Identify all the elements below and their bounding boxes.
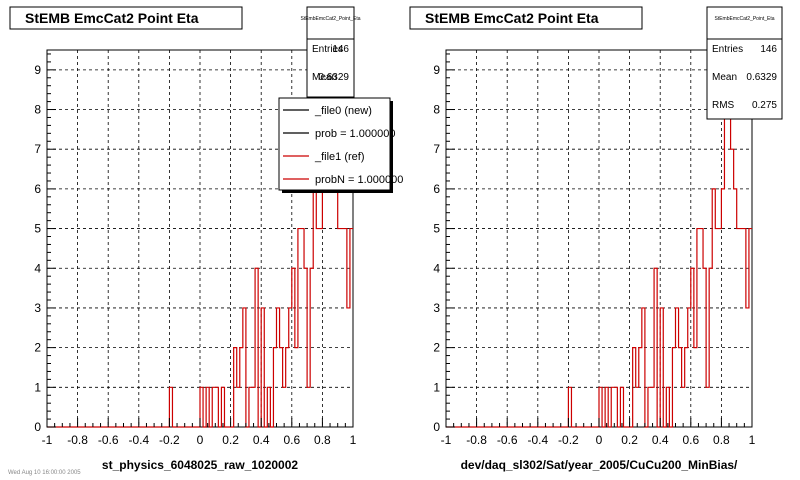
chart-panel-1: -1 -0.8 -0.6 -0.4 -0.2 0 0.2 0.4 0.6 0.8 1 0 1 2 3 4 5 6 7… bbox=[9, 6, 403, 472]
x-tick-label: -1 bbox=[42, 433, 53, 447]
y-tick-label: 6 bbox=[433, 182, 440, 196]
chart-title: StEMB EmcCat2 Point Eta bbox=[25, 10, 199, 26]
x-tick-label: 1 bbox=[749, 433, 756, 447]
stats-label: RMS bbox=[712, 100, 735, 111]
y-tick-label: 7 bbox=[34, 142, 41, 156]
x-tick-label: 0.2 bbox=[621, 433, 638, 447]
y-tick-label: 6 bbox=[34, 182, 41, 196]
stats-label: Mean bbox=[312, 72, 337, 83]
y-tick-label: 8 bbox=[34, 103, 41, 117]
y-tick-label: 2 bbox=[34, 341, 41, 355]
legend-label: _file1 (ref) bbox=[314, 151, 365, 163]
chart-panel-2: -1 -0.8 -0.6 -0.4 -0.2 0 0.2 0.4 0.6 0.8 1 0 1 2 3 4 5 6 7… bbox=[409, 6, 783, 472]
stats-value: 0.6329 bbox=[746, 72, 777, 83]
x-tick-label: -0.2 bbox=[159, 433, 180, 447]
x-tick-label: 0 bbox=[596, 433, 603, 447]
stats-box bbox=[306, 6, 355, 98]
x-axis-label: st_physics_6048025_raw_1020002 bbox=[102, 458, 298, 472]
y-tick-label: 0 bbox=[433, 420, 440, 434]
x-tick-label: 0.8 bbox=[314, 433, 331, 447]
y-tick-label: 2 bbox=[433, 341, 440, 355]
x-tick-label: -0.6 bbox=[98, 433, 119, 447]
x-axis-label: dev/daq_sl302/Sat/year_2005/CuCu200_MinB… bbox=[461, 458, 738, 472]
y-tick-label: 3 bbox=[433, 301, 440, 315]
x-tick-label: 0 bbox=[197, 433, 204, 447]
stats-box bbox=[706, 6, 783, 120]
x-tick-label: 0.4 bbox=[253, 433, 270, 447]
y-tick-label: 4 bbox=[34, 261, 41, 275]
stats-label: Entries bbox=[312, 44, 343, 55]
stats-value: 0.275 bbox=[752, 100, 777, 111]
legend-box bbox=[278, 97, 391, 191]
y-tick-label: 4 bbox=[433, 261, 440, 275]
stats-label: Entries bbox=[712, 44, 743, 55]
x-tick-label: -0.4 bbox=[527, 433, 548, 447]
x-tick-label: -0.2 bbox=[558, 433, 579, 447]
legend-label: probN = 1.000000 bbox=[315, 174, 403, 186]
stats-label: Mean bbox=[712, 72, 737, 83]
footer-note: Wed Aug 10 16:00:00 2005 bbox=[8, 470, 81, 476]
x-tick-label: 0.8 bbox=[713, 433, 730, 447]
y-tick-label: 1 bbox=[433, 380, 440, 394]
x-tick-label: 0.2 bbox=[222, 433, 239, 447]
x-tick-label: -1 bbox=[441, 433, 452, 447]
stats-name: StEmbEmcCat2_Point_Eta bbox=[714, 16, 774, 22]
legend-label: prob = 1.000000 bbox=[315, 128, 395, 140]
x-tick-label: 0.4 bbox=[652, 433, 669, 447]
y-tick-label: 7 bbox=[433, 142, 440, 156]
legend-label: _file0 (new) bbox=[314, 105, 372, 117]
y-tick-label: 5 bbox=[34, 222, 41, 236]
y-tick-label: 8 bbox=[433, 103, 440, 117]
chart-title: StEMB EmcCat2 Point Eta bbox=[425, 10, 599, 26]
stats-value: 0.6329 bbox=[318, 72, 349, 83]
histogram-series-1 bbox=[446, 69, 752, 428]
y-tick-label: 1 bbox=[34, 380, 41, 394]
x-tick-label: -0.6 bbox=[497, 433, 518, 447]
histogram-series-1 bbox=[47, 69, 353, 428]
x-tick-label: -0.4 bbox=[128, 433, 149, 447]
title-box bbox=[9, 6, 243, 30]
y-tick-label: 9 bbox=[433, 63, 440, 77]
title-box bbox=[409, 6, 643, 30]
y-tick-label: 5 bbox=[433, 222, 440, 236]
x-tick-label: -0.8 bbox=[466, 433, 487, 447]
stats-value: 146 bbox=[760, 44, 777, 55]
x-tick-label: 1 bbox=[350, 433, 357, 447]
stats-value: 146 bbox=[332, 44, 349, 55]
x-tick-label: 0.6 bbox=[283, 433, 300, 447]
y-tick-label: 0 bbox=[34, 420, 41, 434]
y-tick-label: 9 bbox=[34, 63, 41, 77]
stats-name: StEmbEmcCat2_Point_Eta bbox=[300, 16, 360, 22]
x-tick-label: 0.6 bbox=[682, 433, 699, 447]
y-tick-label: 3 bbox=[34, 301, 41, 315]
x-tick-label: -0.8 bbox=[67, 433, 88, 447]
